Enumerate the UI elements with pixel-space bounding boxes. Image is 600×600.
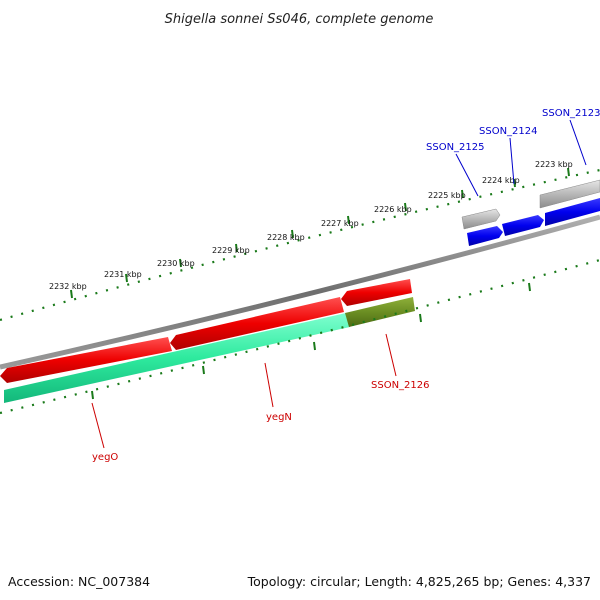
major-tick bbox=[202, 365, 205, 375]
gene-arrow-forward-pseudo[interactable] bbox=[539, 179, 600, 209]
lower-scale-track bbox=[0, 258, 600, 415]
reverse-strand-genes bbox=[0, 279, 415, 403]
leader-SSON_2123 bbox=[569, 119, 587, 166]
gene-label-SSON_2125[interactable]: SSON_2125 bbox=[426, 142, 485, 153]
major-tick bbox=[313, 341, 316, 351]
feature-band-mint[interactable] bbox=[4, 313, 350, 403]
gene-arrow-SSON_2125[interactable] bbox=[467, 226, 503, 246]
major-tick bbox=[70, 289, 73, 299]
major-tick bbox=[91, 390, 94, 400]
scale-label: 2223 kbp bbox=[535, 160, 573, 169]
major-tick bbox=[235, 243, 238, 253]
leader-yegN bbox=[264, 362, 274, 408]
scale-label: 2224 kbp bbox=[482, 176, 520, 185]
major-tick bbox=[347, 215, 350, 225]
gene-arrow-SSON_2124[interactable] bbox=[502, 215, 544, 236]
leader-yegO bbox=[91, 402, 105, 449]
major-tick bbox=[461, 189, 464, 199]
major-tick bbox=[404, 202, 407, 212]
gene-arrow-yegN[interactable] bbox=[170, 297, 344, 350]
scale-label: 2230 kbp bbox=[157, 259, 195, 268]
major-tick bbox=[419, 313, 422, 323]
label-leaders bbox=[91, 119, 587, 449]
leader-SSON_2124 bbox=[509, 137, 515, 185]
forward-strand-genes bbox=[461, 179, 600, 246]
major-tick bbox=[567, 167, 570, 177]
feature-band-olive[interactable] bbox=[345, 297, 415, 327]
gene-arrow-SSON_2126[interactable] bbox=[341, 279, 412, 306]
gene-arrow-yegO[interactable] bbox=[0, 337, 172, 383]
gene-label-SSON_2123[interactable]: SSON_2123 bbox=[542, 108, 600, 119]
leader-SSON_2125 bbox=[455, 153, 479, 197]
scale-label: 2231 kbp bbox=[104, 270, 142, 279]
genome-summary: Topology: circular; Length: 4,825,265 bp… bbox=[247, 574, 591, 589]
scale-label: 2226 kbp bbox=[374, 205, 412, 214]
gene-labels: SSON_2123 SSON_2124 SSON_2125 SSON_2126 … bbox=[92, 108, 600, 463]
scale-label: 2229 kbp bbox=[212, 246, 250, 255]
scale-label: 2232 kbp bbox=[49, 282, 87, 291]
gene-label-yegN[interactable]: yegN bbox=[266, 412, 292, 423]
scale-label: 2225 kbp bbox=[428, 191, 466, 200]
gene-label-SSON_2124[interactable]: SSON_2124 bbox=[479, 126, 538, 137]
map-title: Shigella sonnei Ss046, complete genome bbox=[165, 12, 434, 27]
gene-arrow-SSON_2123[interactable] bbox=[545, 198, 600, 226]
gene-label-SSON_2126[interactable]: SSON_2126 bbox=[371, 380, 430, 391]
major-tick bbox=[179, 258, 182, 268]
major-tick bbox=[125, 273, 128, 283]
major-tick bbox=[291, 229, 294, 239]
genome-backbone bbox=[0, 214, 600, 370]
accession-label: Accession: NC_007384 bbox=[8, 574, 150, 589]
scale-label: 2227 kbp bbox=[321, 219, 359, 228]
scale-label: 2228 kbp bbox=[267, 233, 305, 242]
gene-label-yegO[interactable]: yegO bbox=[92, 452, 118, 463]
major-tick bbox=[528, 282, 531, 292]
leader-SSON_2126 bbox=[385, 333, 397, 377]
scale-labels: 2223 kbp 2224 kbp 2225 kbp 2226 kbp 2227… bbox=[49, 160, 573, 291]
gene-arrow-forward-pseudo[interactable] bbox=[461, 208, 501, 230]
